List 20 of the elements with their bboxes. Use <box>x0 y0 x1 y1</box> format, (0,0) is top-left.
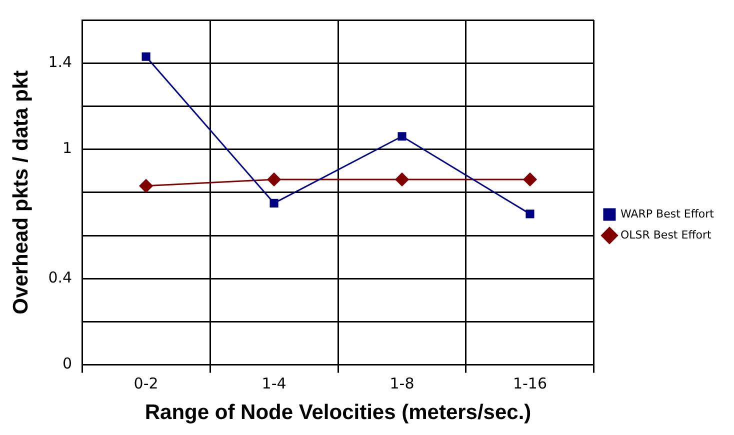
legend-label: OLSR Best Effort <box>620 228 712 242</box>
point <box>523 172 537 186</box>
x-tick-label: 1-8 <box>390 374 414 393</box>
point <box>267 172 281 186</box>
y-axis-title: Overhead pkts / data pkt <box>9 70 32 314</box>
point <box>270 198 278 208</box>
y-tick-label: 1 <box>62 139 72 158</box>
point <box>398 132 406 141</box>
x-tick-label: 0-2 <box>134 374 158 393</box>
y-tick-label: 0.4 <box>48 268 72 286</box>
y-tick-label: 0 <box>62 354 72 373</box>
point <box>139 179 153 193</box>
point <box>526 210 534 218</box>
x-axis-title: Range of Node Velocities (meters/sec.) <box>144 401 532 424</box>
point <box>395 172 409 186</box>
x-tick-label: 1-16 <box>512 374 548 393</box>
legend-label: WARP Best Effort <box>620 207 715 220</box>
x-tick-label: 1-4 <box>262 374 286 393</box>
point <box>142 52 150 61</box>
y-tick-label: 1.4 <box>48 52 72 71</box>
